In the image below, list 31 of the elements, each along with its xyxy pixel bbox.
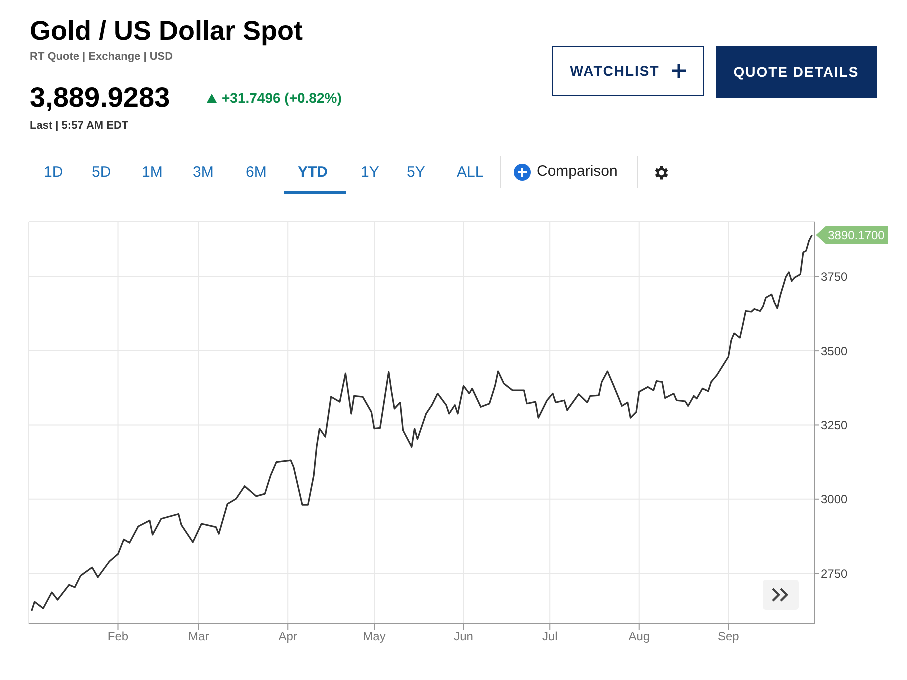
y-tick-label: 3500	[821, 344, 848, 358]
text: 1Y	[361, 164, 380, 181]
x-tick-label: Mar	[188, 630, 210, 644]
y-tick-label: 2750	[821, 566, 848, 581]
text: 5Y	[407, 164, 426, 181]
y-tick-label: 3250	[821, 418, 848, 432]
text: 5D	[92, 164, 112, 181]
x-tick-label: May	[363, 630, 386, 644]
chart-title: Gold / US Dollar Spot	[30, 16, 304, 47]
y-tick-label: 3750	[821, 270, 848, 284]
x-tick-label: Apr	[278, 630, 298, 644]
text: 3,889.9283	[30, 82, 170, 114]
text: ALL	[457, 164, 484, 181]
text: Last | 5:57 AM EDT	[30, 120, 129, 132]
text: 1D	[44, 164, 64, 181]
text: +31.7496 (+0.82%)	[222, 90, 342, 106]
text: YTD	[298, 164, 328, 181]
text: 3M	[193, 164, 214, 181]
y-tick-label: 3000	[821, 492, 848, 507]
x-tick-label: Jun	[454, 630, 474, 644]
text: QUOTE DETAILS	[716, 46, 877, 98]
text: Comparison	[537, 163, 618, 180]
x-tick-label: Feb	[108, 630, 129, 644]
text: 1M	[142, 164, 163, 181]
x-tick-label: Aug	[628, 630, 650, 644]
x-tick-label: Jul	[542, 630, 558, 644]
chart-subtitle: RT Quote | Exchange | USD	[30, 51, 174, 63]
text: 6M	[246, 164, 267, 181]
annotation: 3890.1700	[828, 228, 886, 242]
text: WATCHLIST	[570, 63, 660, 79]
x-tick-label: Sep	[718, 630, 740, 644]
